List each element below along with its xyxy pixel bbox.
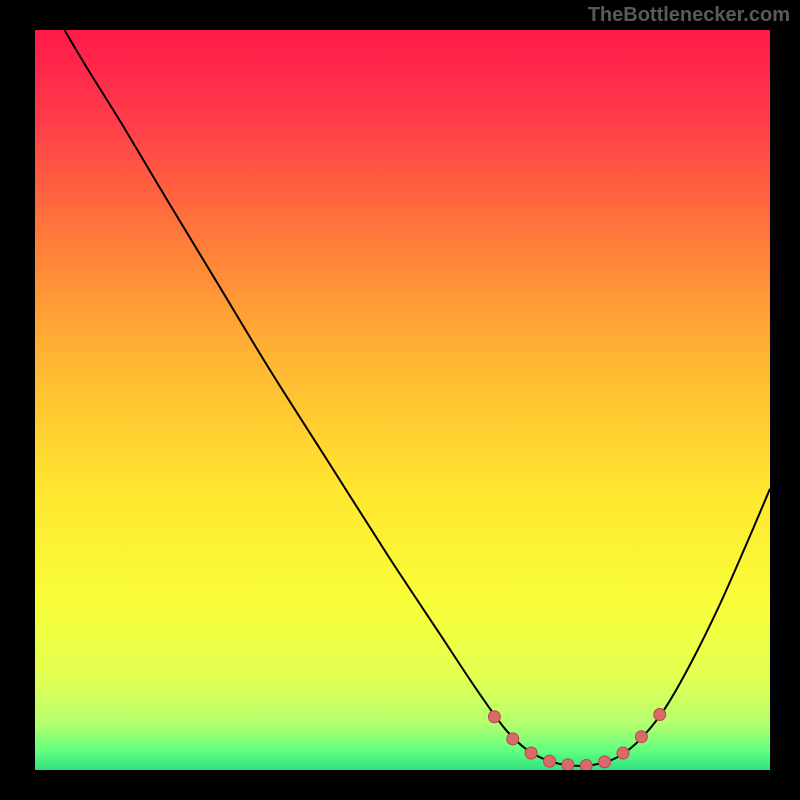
marker-point <box>562 759 574 770</box>
watermark-text: TheBottlenecker.com <box>588 4 790 27</box>
chart-container: TheBottlenecker.com <box>0 0 800 800</box>
marker-point <box>525 747 537 759</box>
bottleneck-curve-chart <box>35 30 770 770</box>
plot-background <box>35 30 770 770</box>
marker-point <box>635 731 647 743</box>
marker-point <box>617 747 629 759</box>
marker-point <box>507 733 519 745</box>
marker-point <box>488 711 500 723</box>
marker-point <box>580 760 592 770</box>
marker-point <box>544 755 556 767</box>
plot-area <box>35 30 770 770</box>
marker-point <box>599 756 611 768</box>
marker-point <box>654 709 666 721</box>
